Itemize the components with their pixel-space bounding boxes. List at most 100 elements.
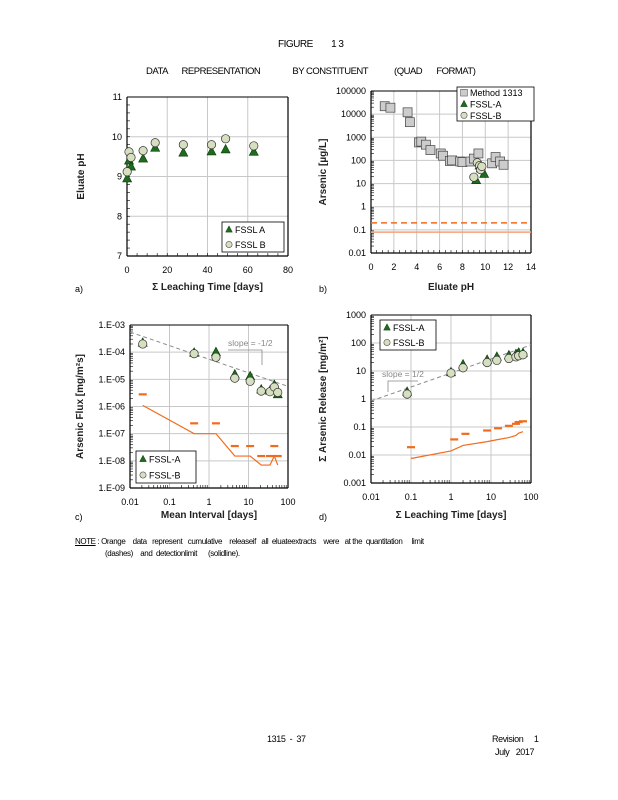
legend-marker-triangle bbox=[139, 454, 147, 462]
detection-limit-line bbox=[410, 431, 524, 460]
data-point bbox=[402, 107, 413, 118]
data-point bbox=[138, 146, 148, 156]
data-point bbox=[221, 134, 231, 144]
legend-box bbox=[135, 450, 197, 484]
y-tick-label: 1.E-05 bbox=[98, 374, 125, 384]
data-point bbox=[206, 140, 217, 150]
y-tick-label: 9 bbox=[117, 172, 122, 182]
data-point bbox=[498, 159, 509, 170]
x-tick-label: 10 bbox=[243, 497, 253, 507]
x-tick-label: 0 bbox=[368, 262, 373, 272]
data-point bbox=[126, 152, 136, 162]
y-tick-label: 100 bbox=[351, 338, 366, 348]
legend-marker-square bbox=[460, 89, 468, 97]
x-tick-label: 1 bbox=[448, 492, 453, 502]
data-point bbox=[138, 339, 148, 349]
data-point bbox=[178, 147, 189, 157]
legend-box bbox=[221, 221, 285, 253]
y-tick-label: 1.E-08 bbox=[98, 456, 125, 466]
data-point bbox=[206, 145, 217, 156]
figure-label: FIGURE bbox=[278, 39, 313, 50]
data-point bbox=[405, 117, 415, 128]
data-point bbox=[492, 355, 502, 365]
y-tick-label: 1.E-07 bbox=[98, 429, 125, 439]
data-point bbox=[477, 161, 487, 171]
data-point bbox=[220, 143, 231, 154]
data-point bbox=[457, 157, 468, 167]
y-tick-label: 0.1 bbox=[353, 422, 366, 432]
series-fssl-b bbox=[469, 158, 487, 182]
legend-marker bbox=[225, 225, 233, 233]
slope-annotation: slope = -1/2 bbox=[228, 338, 273, 348]
x-tick-label: 6 bbox=[437, 262, 442, 272]
series-fssl-b bbox=[122, 134, 259, 177]
y-tick-label: 1.E-04 bbox=[98, 347, 125, 357]
x-tick-label: 0.01 bbox=[362, 492, 380, 502]
legend-label: FSSL-B bbox=[393, 338, 425, 348]
x-tick-label: 0 bbox=[124, 265, 129, 275]
data-point bbox=[446, 368, 456, 378]
y-tick-label: 0.01 bbox=[348, 248, 366, 258]
y-tick-label: 10 bbox=[356, 366, 366, 376]
figure-note: NOTE : Orange data represent cumulative … bbox=[75, 537, 424, 546]
data-point bbox=[230, 373, 240, 383]
slope-annotation: slope = 1/2 bbox=[382, 369, 424, 379]
data-point bbox=[249, 141, 259, 151]
legend-label: FSSL B bbox=[235, 240, 266, 250]
subtitle-format: FORMAT) bbox=[436, 66, 476, 77]
data-point bbox=[189, 349, 199, 359]
x-axis-label: Σ Leaching Time [days] bbox=[396, 510, 507, 521]
y-tick-label: 11 bbox=[113, 92, 122, 102]
legend-label: FSSL-B bbox=[149, 471, 181, 481]
subtitle-data: DATA bbox=[146, 66, 168, 77]
data-point bbox=[447, 155, 457, 166]
legend-marker-circle bbox=[460, 111, 468, 119]
legend-marker-triangle bbox=[460, 99, 468, 107]
y-tick-label: 1000 bbox=[346, 310, 366, 320]
data-point bbox=[178, 140, 188, 150]
data-point bbox=[256, 386, 266, 396]
y-tick-label: 10 bbox=[112, 132, 122, 142]
legend-marker-circle bbox=[139, 471, 147, 479]
series-fssl-a bbox=[122, 142, 259, 183]
y-tick-label: 0.001 bbox=[343, 478, 366, 488]
figure-subtitle: DATA REPRESENTATION BY CONSTITUENT (QUAD… bbox=[146, 66, 476, 77]
chart-c: 0.01 0.1 1 10 100 1.E-09 1.E-08 1.E-07 1.E-06 1.E… bbox=[75, 320, 296, 522]
subtitle-representation: REPRESENTATION bbox=[181, 66, 261, 77]
x-tick-label: 100 bbox=[280, 497, 295, 507]
legend-label: FSSL-A bbox=[470, 100, 502, 110]
y-tick-label: 1.E-03 bbox=[98, 320, 125, 330]
y-tick-label: 1 bbox=[361, 202, 366, 212]
y-axis-label: Eluate pH bbox=[76, 153, 87, 199]
x-tick-label: 80 bbox=[283, 265, 293, 275]
data-point bbox=[425, 145, 436, 155]
y-axis-label: Σ Arsenic Release [mg/m²] bbox=[318, 336, 329, 462]
x-tick-label: 4 bbox=[414, 262, 419, 272]
data-point bbox=[122, 172, 133, 183]
note-line-2: (dashes) and detectionlimit (solidline). bbox=[105, 549, 240, 558]
y-tick-label: 100000 bbox=[336, 86, 366, 96]
legend-marker bbox=[139, 454, 147, 462]
panel-label: c) bbox=[75, 512, 83, 522]
panel-label: b) bbox=[319, 284, 327, 294]
legend-label: FSSL A bbox=[235, 225, 265, 235]
legend-marker bbox=[139, 471, 147, 479]
x-tick-label: 1 bbox=[206, 497, 211, 507]
data-point bbox=[402, 389, 412, 399]
subtitle-by-constituent: BY CONSTITUENT bbox=[292, 66, 368, 77]
chart-b: 0 2 4 6 8 10 12 14 0.01 0.1 1 10 100 1000 10000 100000 M… bbox=[318, 86, 536, 294]
series-fssl-b bbox=[138, 339, 283, 397]
x-tick-label: 60 bbox=[243, 265, 253, 275]
legend-marker-triangle bbox=[383, 323, 391, 331]
x-tick-label: 0.1 bbox=[163, 497, 176, 507]
legend-marker bbox=[460, 111, 468, 119]
data-point bbox=[518, 350, 528, 360]
figure-number: 1 3 bbox=[331, 39, 344, 50]
note-line-1: : Orange data represent cumulative relea… bbox=[97, 537, 424, 546]
legend-marker-circle bbox=[225, 241, 233, 248]
y-tick-label: 1 bbox=[361, 394, 366, 404]
y-tick-label: 0.01 bbox=[348, 450, 366, 460]
y-tick-label: 1000 bbox=[346, 132, 366, 142]
legend-marker-triangle bbox=[225, 225, 233, 233]
